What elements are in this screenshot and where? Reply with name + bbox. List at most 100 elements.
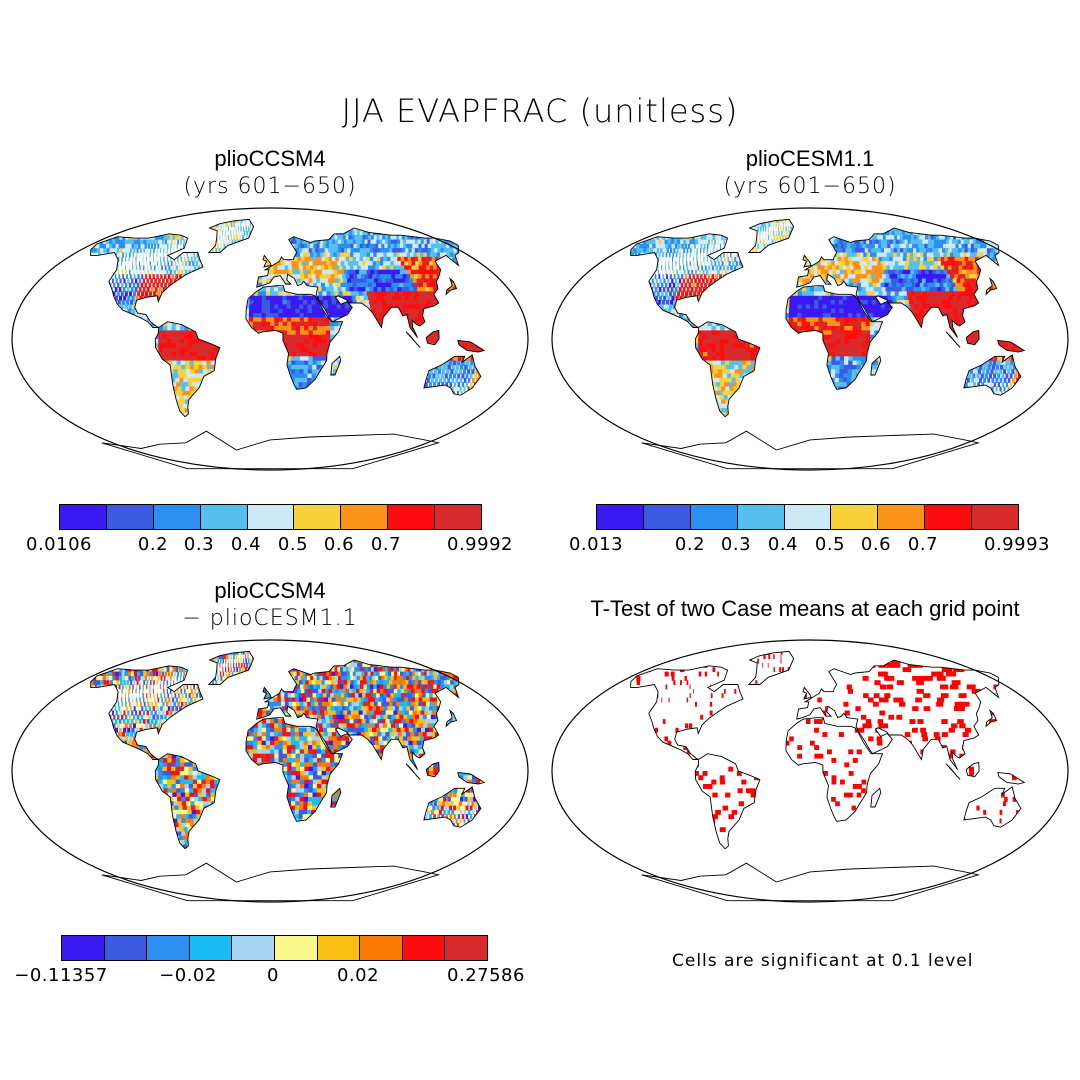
colorbar-swatch: [62, 936, 105, 960]
colorbar-swatch: [247, 505, 295, 529]
colorbar-tick-label: 0.5: [277, 534, 309, 555]
coastline-japan: [985, 709, 998, 728]
coastline-madagascar: [870, 787, 882, 808]
coastline-newguinea: [997, 339, 1026, 353]
panel-bl-title: plioCCSM4: [214, 578, 326, 603]
colorbar-swatch: [435, 505, 482, 529]
coastline-eurasia: [256, 659, 460, 770]
field-cells: [630, 219, 1025, 417]
coastline-britain: [802, 254, 812, 268]
colorbar-swatch: [106, 505, 154, 529]
coastline-africa: [785, 717, 884, 822]
colorbar-swatch: [445, 936, 487, 960]
colorbar-swatch: [972, 505, 1019, 529]
coastline-madagascar: [330, 355, 342, 376]
colorbar-swatch: [232, 936, 275, 960]
coastline-borneo: [965, 761, 980, 778]
colorbar-tick-label: 0.6: [860, 534, 892, 555]
colorbar-tick-label: 0.5: [814, 534, 846, 555]
coastline-australia: [423, 354, 482, 396]
colorbar-tick-label: 0.4: [230, 534, 262, 555]
coastline-greenland: [747, 218, 795, 253]
coastline-borneo: [425, 329, 440, 346]
colorbar-tick-label: 0.2: [674, 534, 706, 555]
coastline-newguinea: [457, 339, 486, 353]
map-plioccsm4: [11, 207, 529, 471]
coastline-indonesia: [405, 763, 421, 780]
coastline-samerica: [154, 321, 221, 418]
coastline-newguinea: [997, 771, 1026, 785]
colorbar-swatch: [360, 936, 403, 960]
colorbar-swatch: [597, 505, 644, 529]
colorbar-swatch: [274, 936, 318, 960]
figure-title: JJA EVAPFRAC (unitless): [341, 92, 739, 130]
coastline-borneo: [965, 329, 980, 346]
field-cells: [90, 651, 485, 849]
field-cells: [90, 219, 485, 417]
coastline-samerica: [694, 321, 761, 418]
coastline-africa: [245, 285, 344, 390]
coastline-japan: [985, 277, 998, 296]
map-frame: [11, 207, 529, 471]
colorbar-plioccsm4: [59, 504, 482, 530]
colorbar-tick-label: 0.6: [323, 534, 355, 555]
panel-tr-title: plioCESM1.1: [745, 146, 875, 171]
colorbar-tick-label: 0.3: [720, 534, 752, 555]
colorbar-swatch: [690, 505, 738, 529]
panel-tr-subtitle: (yrs 601−650): [723, 174, 897, 199]
coastline-namerica: [90, 233, 204, 328]
colorbar-swatch: [388, 505, 436, 529]
coastline-namerica: [630, 665, 744, 760]
coastline-samerica: [154, 753, 221, 850]
colorbar-pliocesm11: [596, 504, 1019, 530]
coastline-britain: [262, 686, 272, 700]
coastline-australia: [423, 786, 482, 828]
coastline-greenland: [747, 650, 795, 685]
colorbar-swatch: [317, 936, 361, 960]
colorbar-tick-label: 0: [267, 965, 279, 986]
colorbar-swatch: [294, 505, 342, 529]
panel-tl-title: plioCCSM4: [214, 146, 326, 171]
colorbar-swatch: [60, 505, 107, 529]
colorbar-swatch: [147, 936, 190, 960]
colorbar-swatch: [643, 505, 691, 529]
coastline-britain: [802, 686, 812, 700]
colorbar-swatch: [153, 505, 201, 529]
coastline-eurasia: [256, 227, 460, 338]
map-frame: [551, 639, 1069, 903]
panel-bl-subtitle: − plioCESM1.1: [182, 606, 358, 631]
coastline-borneo: [425, 761, 440, 778]
colorbar-swatch: [784, 505, 832, 529]
colorbar-tick-label: 0.7: [907, 534, 939, 555]
map-ttest: [551, 639, 1069, 903]
coastline-indonesia: [945, 331, 961, 348]
colorbar-tick-label: 0.2: [137, 534, 169, 555]
coastline-australia: [963, 786, 1022, 828]
panel-br-title: T-Test of two Case means at each grid po…: [590, 596, 1020, 621]
coastline-indonesia: [945, 763, 961, 780]
panel-tl-subtitle: (yrs 601−650): [183, 174, 357, 199]
coastline-antarctica: [101, 862, 441, 902]
colorbar-swatch: [925, 505, 973, 529]
coastline-antarctica: [641, 862, 981, 902]
colorbar-swatch: [878, 505, 926, 529]
colorbar-tick-label: 0.9992: [447, 534, 513, 555]
coastline-africa: [245, 717, 344, 822]
colorbar-tick-label: −0.02: [159, 965, 217, 986]
colorbar-swatch: [200, 505, 248, 529]
coastline-greenland: [207, 650, 255, 685]
coastline-japan: [445, 709, 458, 728]
coastline-antarctica: [641, 430, 981, 470]
colorbar-tick-label: 0.013: [568, 534, 624, 555]
map-difference: [11, 639, 529, 903]
colorbar-difference: [61, 935, 488, 961]
field-cells: [630, 651, 1025, 849]
colorbar-tick-label: 0.0106: [26, 534, 92, 555]
coastline-antarctica: [101, 430, 441, 470]
coastline-newguinea: [457, 771, 486, 785]
colorbar-tick-label: 0.4: [767, 534, 799, 555]
colorbar-tick-label: 0.3: [183, 534, 215, 555]
coastline-africa: [785, 285, 884, 390]
colorbar-swatch: [341, 505, 389, 529]
coastline-greenland: [207, 218, 255, 253]
